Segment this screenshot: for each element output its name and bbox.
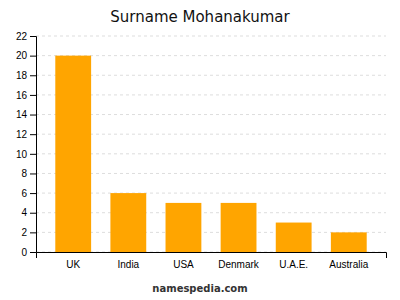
x-tick: Australia bbox=[329, 259, 368, 270]
grid-line bbox=[36, 36, 386, 37]
x-tick: India bbox=[117, 259, 139, 270]
x-tick: Denmark bbox=[218, 259, 260, 270]
y-tick: 14 bbox=[16, 109, 36, 120]
bar bbox=[276, 223, 312, 252]
footer: namespedia.com bbox=[152, 283, 247, 294]
y-tick-label: 22 bbox=[16, 31, 28, 42]
y-tick: 4 bbox=[21, 207, 36, 218]
y-tick: 0 bbox=[21, 247, 36, 258]
y-tick: 12 bbox=[16, 129, 36, 140]
y-tick-mark bbox=[30, 154, 36, 155]
y-tick-label: 6 bbox=[21, 188, 27, 199]
y-tick: 2 bbox=[21, 227, 36, 238]
bar bbox=[331, 232, 367, 252]
bars bbox=[55, 56, 366, 252]
y-tick-label: 8 bbox=[21, 168, 27, 179]
y-tick-label: 2 bbox=[21, 227, 27, 238]
x-tick-label: UK bbox=[66, 259, 80, 270]
y-tick-mark bbox=[30, 95, 36, 96]
y-tick-label: 12 bbox=[16, 129, 28, 140]
y-tick-label: 18 bbox=[16, 70, 28, 81]
x-tick: U.A.E. bbox=[279, 259, 308, 270]
x-tick: UK bbox=[66, 259, 80, 270]
chart: 0 2 4 6 8 10 12 14 16 18 20 22 UK India USA Denmark U.A.… bbox=[0, 0, 400, 300]
x-axis-line bbox=[37, 253, 387, 259]
x-tick: USA bbox=[173, 259, 194, 270]
bar bbox=[166, 203, 202, 252]
y-tick: 22 bbox=[16, 31, 36, 42]
x-tick-label: USA bbox=[173, 259, 194, 270]
x-tick-label: Denmark bbox=[218, 259, 260, 270]
y-tick: 18 bbox=[16, 70, 36, 81]
grid bbox=[36, 36, 386, 252]
y-tick-label: 0 bbox=[21, 247, 27, 258]
x-tick-label: Australia bbox=[329, 259, 368, 270]
y-tick-mark bbox=[30, 134, 36, 135]
y-tick-label: 20 bbox=[16, 50, 28, 61]
bar bbox=[110, 193, 146, 252]
y-axis-line bbox=[30, 37, 37, 253]
bar bbox=[221, 203, 257, 252]
y-tick: 8 bbox=[21, 168, 36, 179]
y-tick-label: 10 bbox=[16, 149, 28, 160]
y-tick-label: 14 bbox=[16, 109, 28, 120]
y-tick-label: 4 bbox=[21, 207, 27, 218]
y-tick: 10 bbox=[16, 149, 36, 160]
y-tick-mark bbox=[30, 193, 36, 194]
x-axis: UK India USA Denmark U.A.E. Australia bbox=[37, 253, 387, 271]
y-tick-label: 16 bbox=[16, 90, 28, 101]
y-tick-mark bbox=[30, 56, 36, 57]
plot: 0 2 4 6 8 10 12 14 16 18 20 22 UK India USA Denmark U.A.… bbox=[16, 31, 387, 270]
y-tick-mark bbox=[30, 232, 36, 233]
title: Surname Mohanakumar bbox=[110, 8, 290, 26]
y-tick-mark bbox=[30, 173, 36, 174]
x-tick-label: India bbox=[117, 259, 139, 270]
bar bbox=[55, 56, 91, 252]
y-tick: 16 bbox=[16, 90, 36, 101]
y-tick-mark bbox=[30, 75, 36, 76]
y-tick: 20 bbox=[16, 50, 36, 61]
y-tick: 6 bbox=[21, 188, 36, 199]
y-tick-mark bbox=[30, 252, 36, 253]
y-axis: 0 2 4 6 8 10 12 14 16 18 20 22 bbox=[16, 31, 37, 258]
y-tick-mark bbox=[30, 36, 36, 37]
y-tick-mark bbox=[30, 115, 36, 116]
x-tick-label: U.A.E. bbox=[279, 259, 308, 270]
y-tick-mark bbox=[30, 213, 36, 214]
